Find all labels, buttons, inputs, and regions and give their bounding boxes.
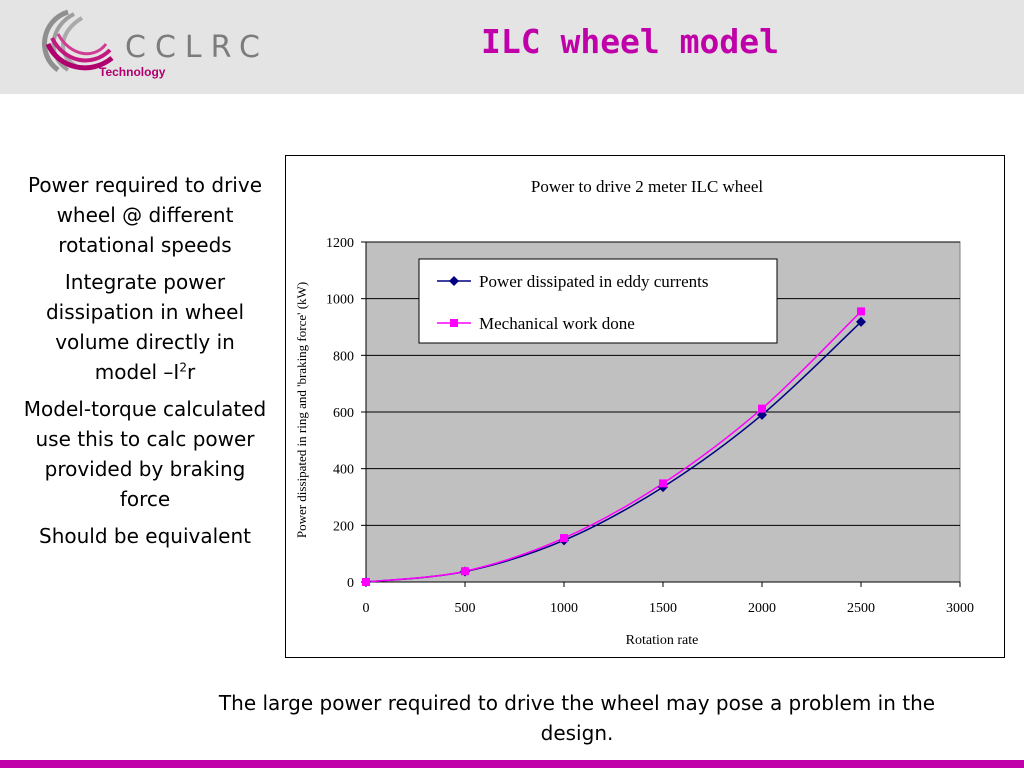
x-tick-label: 2000: [748, 601, 776, 616]
bullet-text-tail: r: [186, 360, 196, 384]
data-point-mech: [659, 479, 667, 488]
bullet-item: Model-torque calculated use this to calc…: [23, 397, 267, 511]
y-tick-label: 0: [347, 576, 354, 591]
bottom-accent-bar: [0, 760, 1024, 768]
y-tick-label: 600: [333, 406, 354, 421]
x-tick-label: 0: [363, 601, 370, 616]
bullet-item: Integrate power dissipation in wheel vol…: [22, 267, 268, 387]
x-tick-label: 2500: [847, 601, 875, 616]
bullet-list: Power required to drive wheel @ differen…: [22, 170, 268, 558]
x-tick-label: 1000: [550, 601, 578, 616]
bullet-item: Should be equivalent: [39, 524, 251, 548]
cclrc-logo: CCLRC Technology: [28, 4, 268, 88]
header-bar: CCLRC Technology ILC wheel model: [0, 0, 1024, 94]
power-chart: 0 200 400 600 800 1000 1200 0 500 1000 1500 2000 250…: [294, 177, 974, 648]
logo-subtext: Technology: [99, 65, 166, 79]
data-point-eddy: [757, 409, 767, 420]
bullet-item: Power required to drive wheel @ differen…: [27, 173, 263, 257]
bullet-text: Integrate power dissipation in wheel vol…: [45, 270, 245, 384]
x-tick-label: 500: [455, 601, 476, 616]
y-tick-label: 200: [333, 519, 354, 534]
y-tick-label: 1000: [326, 293, 354, 308]
data-point-mech: [560, 534, 568, 543]
y-tick-label: 400: [333, 463, 354, 478]
y-tick-label: 800: [333, 349, 354, 364]
logo-wordmark: CCLRC: [125, 30, 269, 65]
superscript: 2: [179, 360, 187, 375]
legend-box: [418, 258, 778, 344]
data-point-mech: [461, 567, 469, 576]
y-axis-label: Power dissipated in ring and 'braking fo…: [294, 282, 309, 538]
data-point-eddy: [856, 316, 866, 327]
cclrc-logo-icon: [42, 9, 114, 73]
chart-frame: 0 200 400 600 800 1000 1200 0 500 1000 1500 2000 250…: [285, 155, 1005, 658]
data-point-mech: [362, 578, 370, 586]
legend-swatch-marker: [450, 319, 458, 327]
data-point-mech: [758, 404, 766, 413]
x-tick-label: 3000: [946, 601, 974, 616]
chart-title: Power to drive 2 meter ILC wheel: [531, 177, 764, 196]
legend-swatch-marker: [449, 276, 459, 286]
slide-title: ILC wheel model: [480, 22, 779, 61]
x-axis-label: Rotation rate: [626, 633, 699, 648]
legend-entry: Mechanical work done: [479, 314, 635, 333]
y-tick-label: 1200: [326, 236, 354, 251]
footer-note: The large power required to drive the wh…: [218, 691, 936, 745]
data-point-mech: [857, 307, 865, 316]
legend-entry: Power dissipated in eddy currents: [479, 272, 708, 291]
x-tick-label: 1500: [649, 601, 677, 616]
